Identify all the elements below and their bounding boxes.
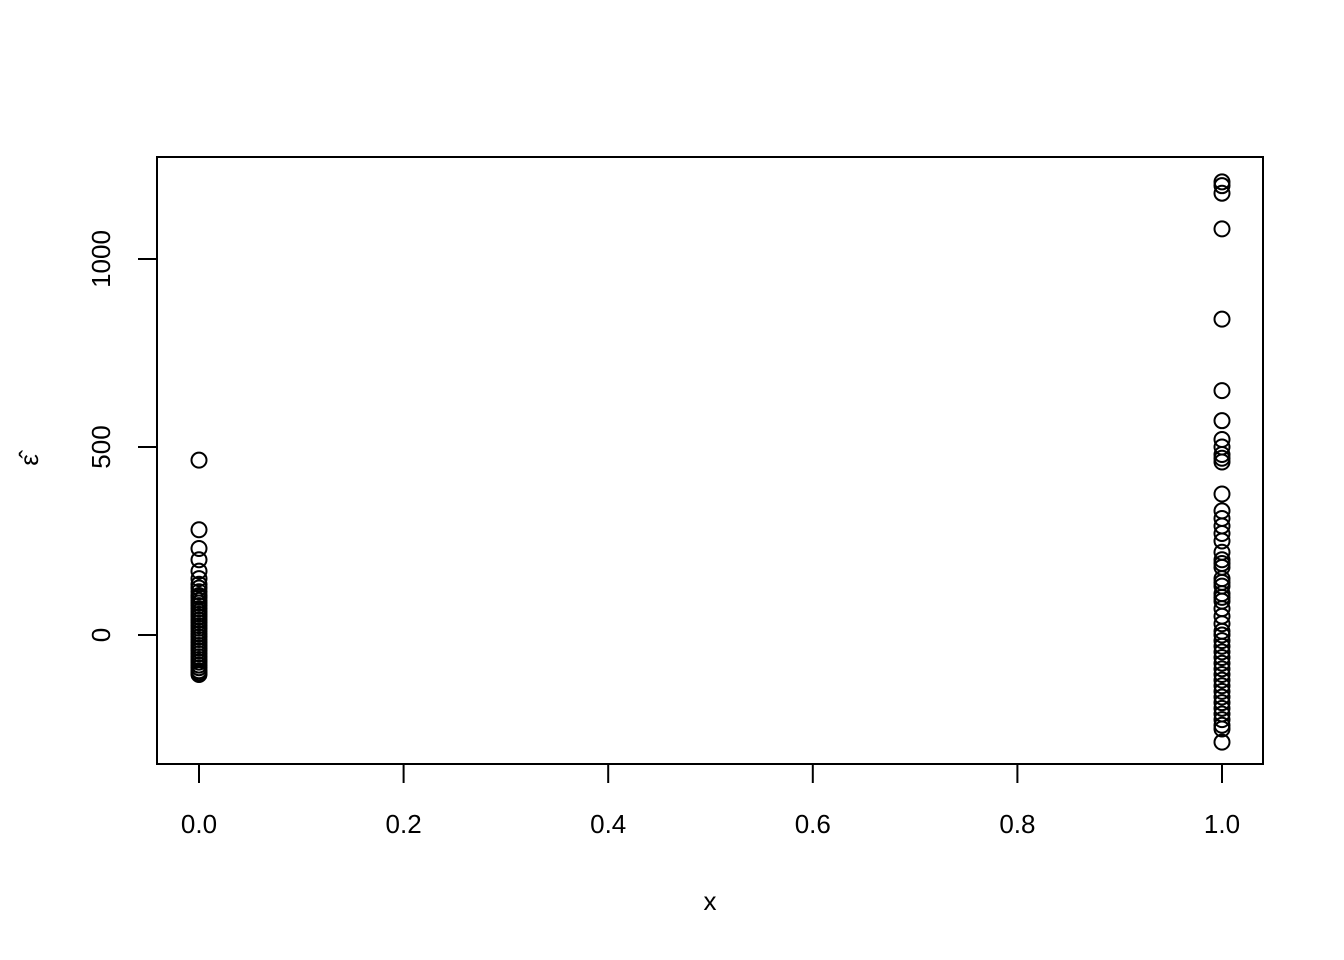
data-point <box>1213 555 1231 573</box>
data-point <box>1213 677 1231 695</box>
data-point <box>1213 220 1231 238</box>
data-point <box>1213 177 1231 195</box>
plot-frame <box>156 156 1264 765</box>
data-point <box>1213 412 1231 430</box>
data-point <box>1213 671 1231 689</box>
x-tick-label: 0.0 <box>181 809 217 839</box>
data-point <box>190 665 208 683</box>
data-point <box>1213 643 1231 661</box>
data-point <box>190 521 208 539</box>
data-point <box>1213 665 1231 683</box>
y-tick-label: 0 <box>86 628 116 642</box>
x-tick-label: 0.4 <box>590 809 626 839</box>
data-point <box>1213 682 1231 700</box>
data-point <box>1213 532 1231 550</box>
data-point <box>190 540 208 558</box>
data-point <box>190 570 208 588</box>
data-point <box>1213 310 1231 328</box>
y-axis-label: ε̂ <box>14 449 44 466</box>
x-axis-label: x <box>704 886 717 916</box>
data-point <box>1213 485 1231 503</box>
data-point <box>1213 626 1231 644</box>
data-point <box>1213 733 1231 751</box>
data-point <box>1213 720 1231 738</box>
x-tick-label: 0.6 <box>795 809 831 839</box>
y-tick-label: 1000 <box>86 230 116 288</box>
data-point <box>1213 654 1231 672</box>
data-point <box>1213 649 1231 667</box>
data-point <box>1213 453 1231 471</box>
data-point <box>1213 711 1231 729</box>
data-point <box>1213 688 1231 706</box>
data-point <box>190 551 208 569</box>
x-tick-label: 0.2 <box>386 809 422 839</box>
data-point <box>1213 699 1231 717</box>
data-point <box>190 451 208 469</box>
data-point <box>1213 615 1231 633</box>
data-point <box>1213 660 1231 678</box>
y-axis: 0 500 1000 <box>86 230 158 642</box>
data-point <box>1213 637 1231 655</box>
x-tick-label: 0.8 <box>999 809 1035 839</box>
data-point <box>190 562 208 580</box>
data-point <box>1213 184 1231 202</box>
data-point <box>1213 382 1231 400</box>
data-point <box>1213 694 1231 712</box>
x-tick-label: 1.0 <box>1204 809 1240 839</box>
data-point <box>1213 524 1231 542</box>
data-points <box>190 173 1231 751</box>
data-point <box>1213 632 1231 650</box>
data-point <box>1213 449 1231 467</box>
x-axis: 0.0 0.2 0.4 0.6 0.8 1.0 <box>181 763 1240 839</box>
y-tick-label: 500 <box>86 425 116 468</box>
